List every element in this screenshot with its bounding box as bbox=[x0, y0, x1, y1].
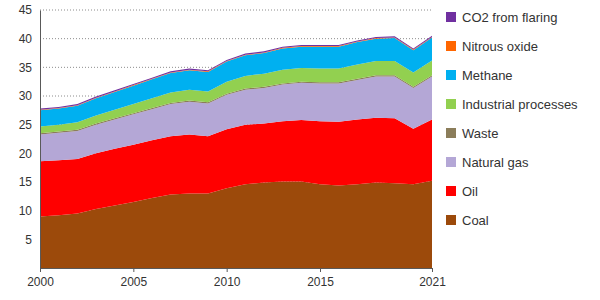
area bbox=[40, 37, 432, 110]
legend-swatch bbox=[446, 128, 456, 138]
plot-area bbox=[40, 36, 432, 268]
y-tick-label: 10 bbox=[19, 204, 33, 218]
y-tick-label: 25 bbox=[19, 118, 33, 132]
legend-swatch bbox=[446, 215, 456, 225]
y-tick: 45 bbox=[19, 3, 40, 17]
x-axis: 2000 2005 2010 2015 2021 bbox=[27, 268, 446, 289]
area bbox=[40, 38, 432, 127]
x-tick: 2000 bbox=[27, 268, 54, 289]
x-tick: 2021 bbox=[419, 268, 446, 289]
y-tick: 10 bbox=[19, 204, 40, 218]
x-tick-mark bbox=[320, 268, 321, 272]
y-axis: 5 10 15 20 25 30 35 40 45 bbox=[19, 3, 41, 268]
legend-label: Oil bbox=[462, 184, 478, 199]
legend-label: Natural gas bbox=[462, 155, 529, 170]
legend-swatch bbox=[446, 41, 456, 51]
legend-swatch bbox=[446, 99, 456, 109]
y-axis-line bbox=[40, 11, 41, 269]
y-tick: 15 bbox=[19, 175, 40, 189]
legend-label: Industrial processes bbox=[462, 97, 578, 112]
legend-label: Waste bbox=[462, 126, 498, 141]
y-tick: 25 bbox=[19, 118, 40, 132]
legend-label: CO2 from flaring bbox=[462, 10, 557, 25]
legend-swatch bbox=[446, 12, 456, 22]
legend-item: Natural gas bbox=[446, 155, 529, 170]
y-tick-label: 35 bbox=[19, 61, 33, 75]
x-tick-mark bbox=[40, 268, 41, 272]
legend: CO2 from flaring Nitrous oxide Methane Indu… bbox=[446, 10, 578, 228]
y-tick-label: 40 bbox=[19, 32, 33, 46]
legend-label: Coal bbox=[462, 213, 489, 228]
legend-swatch bbox=[446, 157, 456, 167]
y-tick-label: 20 bbox=[19, 147, 33, 161]
y-tick: 40 bbox=[19, 32, 40, 46]
legend-item: Industrial processes bbox=[446, 97, 578, 112]
legend-swatch bbox=[446, 186, 456, 196]
x-tick-label: 2010 bbox=[214, 275, 241, 289]
legend-item: Waste bbox=[446, 126, 498, 141]
y-tick-label: 5 bbox=[25, 233, 32, 247]
legend-swatch bbox=[446, 70, 456, 80]
area bbox=[40, 36, 432, 110]
legend-item: CO2 from flaring bbox=[446, 10, 557, 25]
x-tick-mark bbox=[133, 268, 134, 272]
x-tick-mark bbox=[432, 268, 433, 272]
y-tick-label: 45 bbox=[19, 3, 33, 17]
grid-line bbox=[40, 10, 432, 11]
legend-item: Nitrous oxide bbox=[446, 39, 538, 54]
y-tick: 35 bbox=[19, 61, 40, 75]
x-tick-label: 2015 bbox=[307, 275, 334, 289]
x-tick-label: 2005 bbox=[120, 275, 147, 289]
y-tick: 20 bbox=[19, 147, 40, 161]
x-tick-label: 2021 bbox=[419, 275, 446, 289]
x-tick: 2005 bbox=[120, 268, 147, 289]
chart: 2000 2005 2010 2015 2021 5 10 15 20 25 30 35 40 45 CO2… bbox=[0, 0, 600, 300]
x-tick-mark bbox=[227, 268, 228, 272]
x-axis-line bbox=[41, 268, 433, 269]
legend-label: Nitrous oxide bbox=[462, 39, 538, 54]
y-tick: 5 bbox=[25, 233, 40, 247]
x-tick: 2015 bbox=[307, 268, 334, 289]
y-tick: 30 bbox=[19, 89, 40, 103]
x-tick-label: 2000 bbox=[27, 275, 54, 289]
legend-label: Methane bbox=[462, 68, 513, 83]
y-tick-label: 15 bbox=[19, 175, 33, 189]
legend-item: Oil bbox=[446, 184, 478, 199]
legend-item: Coal bbox=[446, 213, 489, 228]
legend-item: Methane bbox=[446, 68, 513, 83]
x-tick: 2010 bbox=[214, 268, 241, 289]
y-tick-label: 30 bbox=[19, 89, 33, 103]
